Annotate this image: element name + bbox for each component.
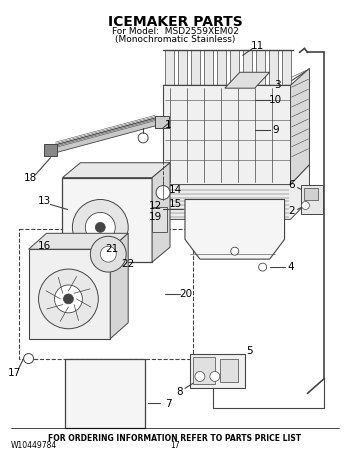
Polygon shape xyxy=(110,233,128,339)
Polygon shape xyxy=(290,68,309,184)
Bar xyxy=(304,188,318,199)
Text: 2: 2 xyxy=(288,207,295,217)
Bar xyxy=(178,50,187,85)
Circle shape xyxy=(90,236,126,272)
Circle shape xyxy=(72,199,128,255)
Text: W10449784: W10449784 xyxy=(10,441,57,450)
Text: 18: 18 xyxy=(24,173,37,183)
Text: 13: 13 xyxy=(38,197,51,207)
Text: ICEMAKER PARTS: ICEMAKER PARTS xyxy=(108,14,242,29)
Bar xyxy=(62,178,152,262)
Text: 22: 22 xyxy=(121,259,135,269)
Circle shape xyxy=(38,269,98,329)
Text: 19: 19 xyxy=(148,212,162,222)
Bar xyxy=(220,359,238,382)
Text: 11: 11 xyxy=(251,41,264,52)
Bar xyxy=(282,50,290,85)
Text: 8: 8 xyxy=(177,387,183,397)
Bar xyxy=(204,50,213,85)
Bar xyxy=(152,207,167,232)
Bar xyxy=(301,184,323,214)
Polygon shape xyxy=(29,233,128,249)
Text: 3: 3 xyxy=(274,80,281,90)
Circle shape xyxy=(23,354,34,363)
Circle shape xyxy=(63,294,74,304)
Text: 9: 9 xyxy=(272,125,279,135)
Text: For Model:  MSD2559XEM02: For Model: MSD2559XEM02 xyxy=(112,27,238,35)
Bar xyxy=(155,116,169,128)
Text: 17: 17 xyxy=(8,368,21,378)
Bar xyxy=(256,50,265,85)
Bar xyxy=(19,229,193,359)
Text: FOR ORDERING INFORMATION REFER TO PARTS PRICE LIST: FOR ORDERING INFORMATION REFER TO PARTS … xyxy=(48,434,302,443)
Polygon shape xyxy=(163,165,309,219)
Text: 17: 17 xyxy=(170,441,180,450)
Circle shape xyxy=(85,212,115,242)
Text: 12: 12 xyxy=(148,202,162,212)
Circle shape xyxy=(100,246,116,262)
Bar xyxy=(243,50,252,85)
Circle shape xyxy=(259,263,267,271)
Bar xyxy=(165,50,174,85)
Bar xyxy=(193,357,215,385)
Text: 14: 14 xyxy=(168,184,182,195)
Polygon shape xyxy=(225,72,270,88)
Bar xyxy=(43,144,57,156)
Text: 15: 15 xyxy=(168,199,182,209)
Bar xyxy=(163,85,290,184)
Polygon shape xyxy=(185,199,285,259)
Text: 1: 1 xyxy=(165,120,172,130)
Polygon shape xyxy=(56,118,167,153)
Circle shape xyxy=(210,371,220,381)
Text: 5: 5 xyxy=(246,346,253,356)
Circle shape xyxy=(55,285,82,313)
Text: 20: 20 xyxy=(180,289,193,299)
Text: 7: 7 xyxy=(165,399,172,409)
Circle shape xyxy=(301,202,309,209)
Bar xyxy=(190,354,245,388)
Bar xyxy=(65,359,145,428)
Polygon shape xyxy=(62,163,170,178)
Text: 16: 16 xyxy=(38,241,51,251)
Bar xyxy=(230,50,239,85)
Circle shape xyxy=(195,371,205,381)
Text: 6: 6 xyxy=(288,179,295,190)
Circle shape xyxy=(156,186,170,199)
Bar xyxy=(269,50,278,85)
Bar xyxy=(191,50,200,85)
Circle shape xyxy=(231,247,239,255)
Polygon shape xyxy=(152,163,170,262)
Bar xyxy=(29,249,110,339)
Circle shape xyxy=(138,133,148,143)
Bar xyxy=(217,50,226,85)
Circle shape xyxy=(95,222,105,232)
Text: 10: 10 xyxy=(269,95,282,105)
Text: 21: 21 xyxy=(106,244,119,254)
Text: (Monochromatic Stainless): (Monochromatic Stainless) xyxy=(115,35,235,44)
Text: 4: 4 xyxy=(287,262,294,272)
